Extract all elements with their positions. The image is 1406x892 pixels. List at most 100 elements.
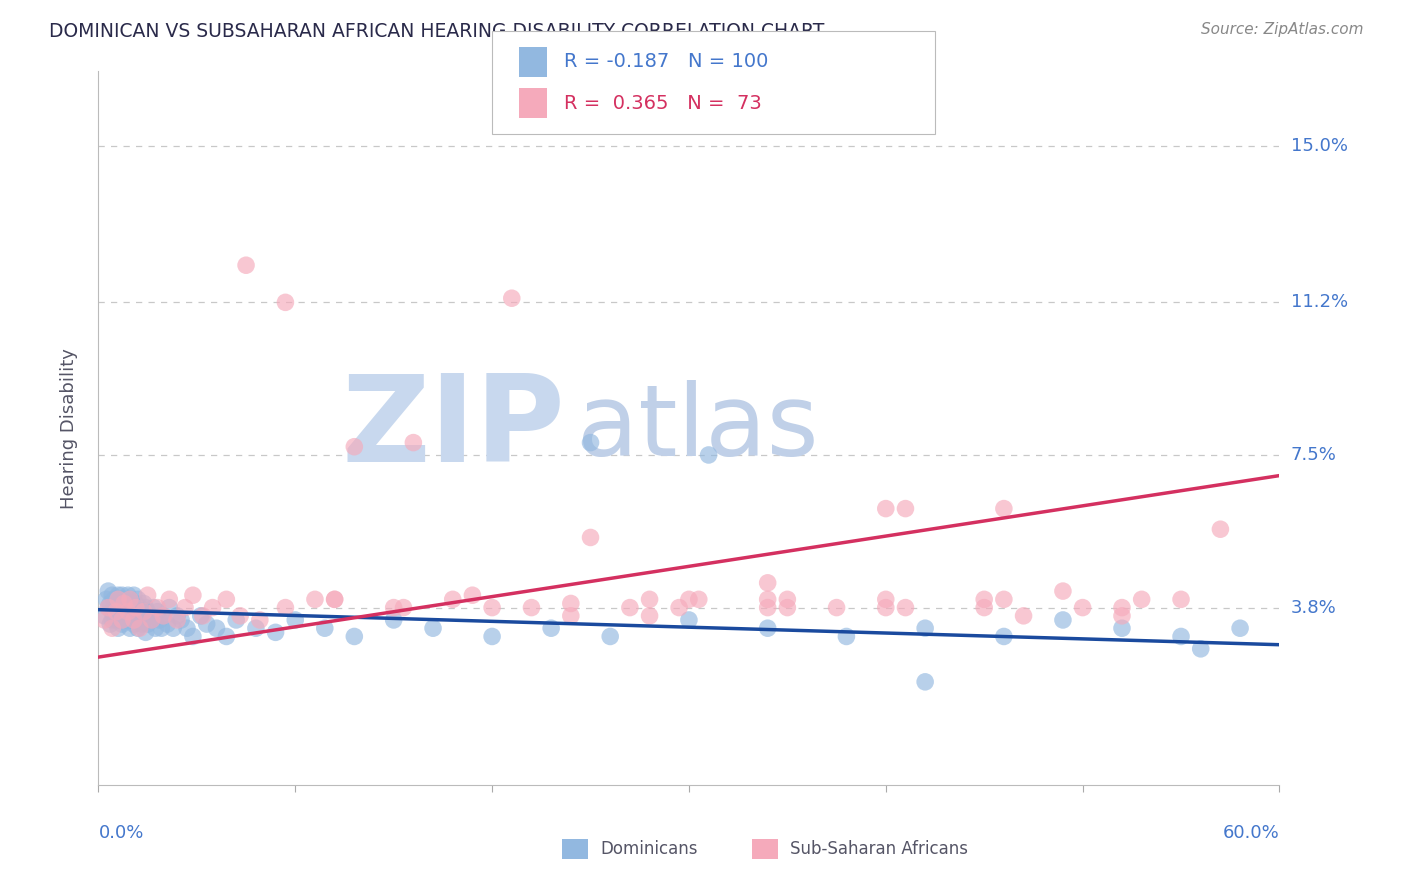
Point [156, 617, 179, 632]
Point [190, 608, 212, 623]
Point [135, 625, 157, 640]
Point [688, 592, 710, 607]
Point [1170, 592, 1192, 607]
Point [136, 588, 159, 602]
Point [93, 613, 115, 627]
Point [264, 625, 287, 640]
Point [115, 613, 138, 627]
Point [107, 600, 129, 615]
Point [146, 600, 169, 615]
Point [105, 605, 128, 619]
Point [201, 600, 224, 615]
Point [125, 608, 148, 623]
Point [157, 592, 180, 607]
Point [323, 592, 346, 607]
Point [1052, 613, 1074, 627]
Point [215, 630, 238, 644]
Point [1189, 641, 1212, 656]
Point [835, 630, 858, 644]
Point [103, 600, 125, 615]
Point [103, 592, 125, 607]
Point [128, 600, 150, 615]
Point [128, 621, 150, 635]
Text: 15.0%: 15.0% [1291, 136, 1347, 154]
Y-axis label: Hearing Disability: Hearing Disability [59, 348, 77, 508]
Point [118, 621, 141, 635]
Point [540, 621, 562, 635]
Point [122, 605, 145, 619]
Point [101, 588, 124, 602]
Point [894, 600, 917, 615]
Point [115, 597, 138, 611]
Point [249, 613, 271, 627]
Point [579, 531, 602, 545]
Point [112, 592, 135, 607]
Point [166, 608, 188, 623]
Point [107, 588, 129, 602]
Point [678, 592, 700, 607]
Point [138, 608, 160, 623]
Point [128, 613, 150, 627]
Point [181, 630, 204, 644]
Point [894, 501, 917, 516]
Point [215, 592, 238, 607]
Point [776, 600, 799, 615]
Point [914, 621, 936, 635]
Text: Sub-Saharan Africans: Sub-Saharan Africans [790, 840, 969, 858]
Text: 7.5%: 7.5% [1291, 446, 1337, 464]
Point [668, 600, 690, 615]
Point [111, 588, 134, 602]
Point [157, 600, 180, 615]
Point [148, 613, 170, 627]
Point [112, 608, 135, 623]
Point [136, 605, 159, 619]
Text: 0.0%: 0.0% [98, 824, 143, 842]
Point [112, 600, 135, 615]
Point [117, 588, 139, 602]
Point [105, 597, 128, 611]
Point [914, 674, 936, 689]
Point [560, 608, 582, 623]
Point [481, 600, 503, 615]
Point [103, 608, 125, 623]
Point [125, 597, 148, 611]
Point [101, 605, 124, 619]
Point [402, 435, 425, 450]
Point [274, 600, 297, 615]
Point [638, 592, 661, 607]
Point [145, 621, 167, 635]
Text: ZIP: ZIP [342, 369, 565, 487]
Point [501, 291, 523, 305]
Point [132, 605, 155, 619]
Point [118, 608, 141, 623]
Text: 60.0%: 60.0% [1223, 824, 1279, 842]
Point [1012, 608, 1035, 623]
Text: atlas: atlas [576, 380, 818, 476]
Point [101, 621, 124, 635]
Point [118, 592, 141, 607]
Point [117, 613, 139, 627]
Point [304, 592, 326, 607]
Point [225, 613, 247, 627]
Point [343, 440, 366, 454]
Point [107, 608, 129, 623]
Point [141, 613, 163, 627]
Point [579, 435, 602, 450]
Point [993, 592, 1015, 607]
Point [107, 592, 129, 607]
Point [274, 295, 297, 310]
Point [117, 605, 139, 619]
Point [993, 630, 1015, 644]
Point [638, 608, 661, 623]
Point [111, 617, 134, 632]
Point [108, 600, 131, 615]
Point [105, 605, 128, 619]
Text: 3.8%: 3.8% [1291, 599, 1336, 616]
Point [560, 597, 582, 611]
Point [1071, 600, 1094, 615]
Point [117, 600, 139, 615]
Point [756, 575, 779, 590]
Text: DOMINICAN VS SUBSAHARAN AFRICAN HEARING DISABILITY CORRELATION CHART: DOMINICAN VS SUBSAHARAN AFRICAN HEARING … [49, 22, 824, 41]
Point [136, 617, 159, 632]
Point [162, 621, 184, 635]
